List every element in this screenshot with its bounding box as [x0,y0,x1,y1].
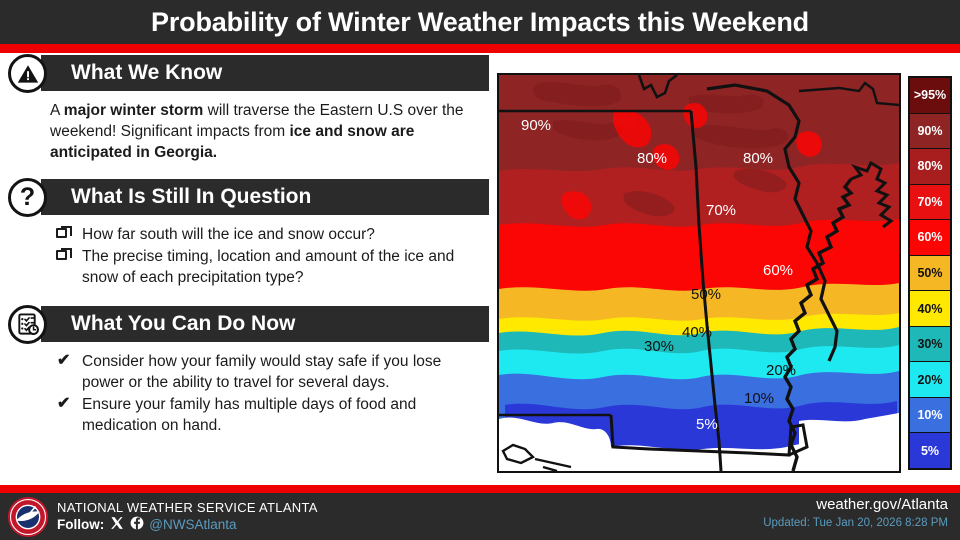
what-we-know-paragraph: A major winter storm will traverse the E… [50,100,481,163]
section-header-what-you-can-do-now: What You Can Do Now [8,305,495,344]
legend-swatch: 60% [910,220,950,256]
check-icon: ✔ [57,395,71,412]
website-url[interactable]: weather.gov/Atlanta [816,496,948,513]
section-bar: What Is Still In Question [41,179,489,215]
legend-swatch: 90% [910,113,950,150]
section-header-what-is-still-in-question: What Is Still In Question ? [8,178,495,217]
x-twitter-icon[interactable] [110,516,124,535]
section-heading: What You Can Do Now [71,312,296,335]
probability-color-legend: >95% 90% 80% 70% 60% 50% 40% 30% 20% 10% 5% [908,76,952,470]
warning-triangle-icon [8,54,47,93]
para-part-bold: ice and snow are anticipated in Georgia. [50,123,415,161]
office-name: NATIONAL WEATHER SERVICE ATLANTA [57,499,318,515]
map-label: 5% [696,416,718,433]
legend-swatch: >95% [910,78,950,114]
list-item-text: The precise timing, location and amount … [82,248,455,286]
left-info-panel: What We Know A major winter storm will t… [0,54,495,485]
footer-text-block: NATIONAL WEATHER SERVICE ATLANTA Follow:… [57,500,318,535]
list-item-text: Ensure your family has multiple days of … [82,396,417,434]
legend-swatch: 40% [910,291,950,327]
checkbox-icon [56,226,72,238]
legend-swatch: 10% [910,397,950,434]
legend-swatch: 30% [910,326,950,363]
footer-branding: NATIONAL WEATHER SERVICE ATLANTA Follow:… [8,495,318,539]
legend-swatch: 70% [910,184,950,221]
top-red-divider [0,44,960,53]
map-label: 80% [743,150,773,167]
list-item: ✔ Ensure your family has multiple days o… [55,394,485,436]
legend-swatch: 20% [910,362,950,398]
facebook-icon[interactable] [130,516,144,535]
list-item-text: Consider how your family would stay safe… [82,353,442,391]
list-item: ✔ Consider how your family would stay sa… [55,351,485,393]
map-label: 70% [706,202,736,219]
map-label: 80% [637,150,667,167]
legend-swatch: 5% [910,433,950,469]
page-title: Probability of Winter Weather Impacts th… [151,6,809,37]
para-part: A [50,102,64,119]
map-label: 50% [691,286,721,303]
checklist-clock-icon [8,305,47,344]
question-glyph: ? [19,182,36,211]
nws-logo-icon [8,497,48,537]
bottom-red-divider [0,485,960,493]
legend-swatch: 80% [910,149,950,185]
section-bar: What You Can Do Now [41,306,489,342]
updated-timestamp: Updated: Tue Jan 20, 2026 8:28 PM [763,517,948,529]
social-handle[interactable]: @NWSAtlanta [149,517,237,532]
action-list: ✔ Consider how your family would stay sa… [55,351,485,436]
para-part-bold: major winter storm [63,102,204,119]
question-mark-icon: ? [8,178,47,217]
map-label: 60% [763,262,793,279]
list-item: How far south will the ice and snow occu… [55,224,485,245]
section-heading: What We Know [71,61,223,84]
check-icon: ✔ [57,352,71,369]
section-header-what-we-know: What We Know [8,54,495,93]
winter-weather-impact-probability-map: 90% 80% 80% 70% 60% 50% 40% 30% 20% 10% … [497,73,901,473]
follow-label: Follow: [57,517,105,532]
map-label: 10% [744,390,774,407]
map-label: 20% [766,362,796,379]
map-label: 40% [682,324,712,341]
follow-row: Follow: @NWSAtlanta [57,516,318,535]
list-item-text: How far south will the ice and snow occu… [82,226,375,243]
legend-swatch: 50% [910,255,950,292]
footer-meta: weather.gov/Atlanta Updated: Tue Jan 20,… [763,495,948,532]
title-bar: Probability of Winter Weather Impacts th… [0,0,960,44]
section-heading: What Is Still In Question [71,185,312,208]
question-list: How far south will the ice and snow occu… [55,224,485,288]
checkbox-icon [56,248,72,260]
para-part: will traverse the Eastern U.S over the w… [50,102,464,140]
map-label: 30% [644,338,674,355]
footer-background [0,493,960,540]
section-bar: What We Know [41,55,489,91]
map-label: 90% [521,117,551,134]
list-item: The precise timing, location and amount … [55,246,485,288]
